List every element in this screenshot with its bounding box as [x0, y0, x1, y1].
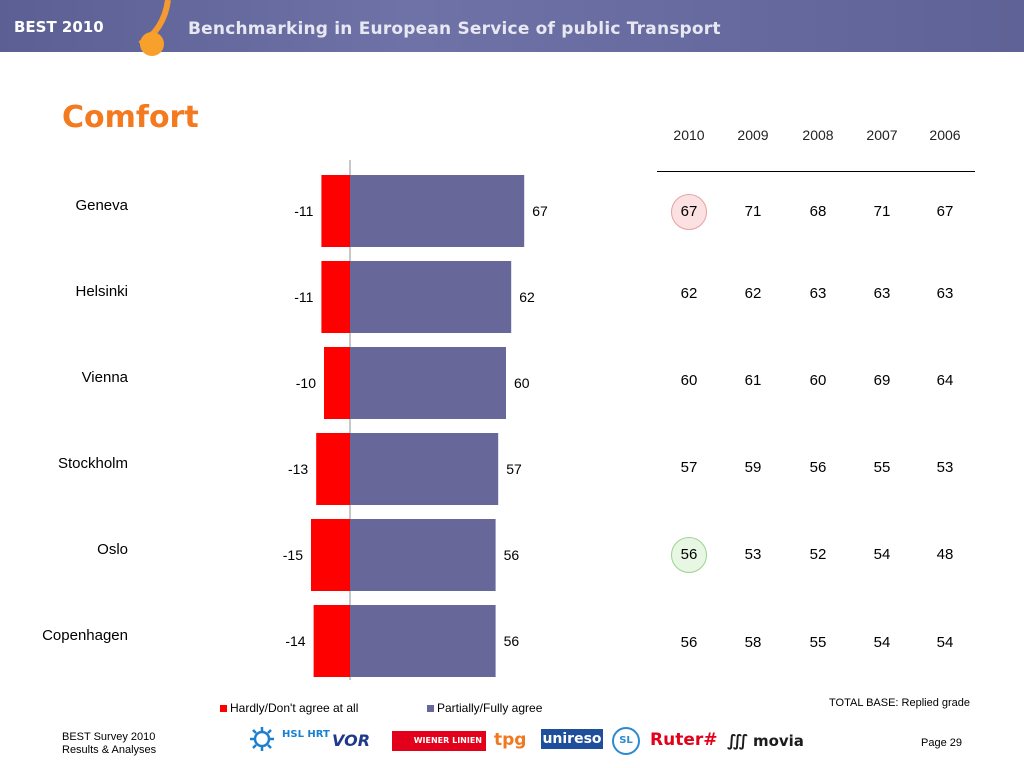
- header-orange-arc: [138, 0, 171, 56]
- highlight-circle-green: [671, 537, 707, 573]
- table-cell: 62: [744, 285, 762, 302]
- logo-movia-label: movia: [752, 732, 804, 750]
- data-label-positive: 62: [519, 289, 535, 305]
- data-label-positive: 56: [504, 547, 520, 563]
- legend-swatch-negative: [220, 705, 227, 713]
- table-cell: 53: [936, 459, 954, 476]
- hsl-logo-icon: [250, 727, 274, 751]
- bar-negative-helsinki: [321, 261, 350, 333]
- legend-label-positive: Partially/Fully agree: [437, 701, 543, 715]
- category-label: Geneva: [75, 197, 128, 214]
- logo-hsl-text: HSL HRT: [282, 729, 330, 740]
- category-label: Helsinki: [75, 283, 128, 300]
- legend-negative: Hardly/Don't agree at all: [220, 701, 358, 715]
- table-cell: 54: [936, 634, 954, 651]
- table-cell: 58: [744, 634, 762, 651]
- logo-hsl-label: HSL HRT: [282, 729, 330, 740]
- table-cell: 52: [809, 546, 827, 563]
- table-cell: 63: [936, 285, 954, 302]
- table-cell: 69: [873, 372, 891, 389]
- category-label: Vienna: [82, 369, 129, 386]
- data-label-negative: -11: [294, 203, 313, 219]
- legend-swatch-positive: [427, 705, 434, 713]
- bar-positive-helsinki: [350, 261, 512, 333]
- bar-negative-copenhagen: [313, 605, 350, 677]
- table-cell: 68: [809, 203, 827, 220]
- data-label-negative: -10: [296, 375, 316, 391]
- table-cell: 55: [809, 634, 827, 651]
- logo-ruter: Ruter#: [650, 730, 718, 750]
- year-header-2007: 2007: [866, 127, 898, 143]
- total-base-note: TOTAL BASE: Replied grade: [829, 697, 971, 709]
- logo-sl: SL: [612, 727, 640, 755]
- table-cell: 56: [680, 546, 698, 563]
- bar-positive-oslo: [350, 519, 496, 591]
- table-cell: 63: [809, 285, 827, 302]
- data-label-negative: -15: [283, 547, 303, 563]
- table-cell: 67: [680, 203, 698, 220]
- category-label: Copenhagen: [42, 627, 128, 644]
- logo-movia: ∭ movia: [727, 731, 804, 750]
- table-cell: 60: [809, 372, 827, 389]
- table-cell: 59: [744, 459, 762, 476]
- page-title: Comfort: [62, 100, 199, 135]
- bar-negative-oslo: [311, 519, 350, 591]
- year-header-2008: 2008: [802, 127, 834, 143]
- data-label-positive: 56: [504, 633, 520, 649]
- bar-negative-stockholm: [316, 433, 350, 505]
- bar-positive-vienna: [350, 347, 506, 419]
- legend-positive: Partially/Fully agree: [427, 701, 542, 715]
- year-header-2010: 2010: [673, 127, 705, 143]
- highlight-circle-red: [671, 194, 707, 230]
- table-cell: 62: [680, 285, 698, 302]
- category-label: Stockholm: [58, 455, 128, 472]
- logo-hsl: [248, 726, 276, 756]
- logo-wiener-linien: WIENER LINIEN: [392, 731, 486, 751]
- table-cell: 56: [680, 634, 698, 651]
- table-cell: 71: [873, 203, 891, 220]
- data-label-positive: 60: [514, 375, 530, 391]
- table-cell: 54: [873, 546, 891, 563]
- year-header-2006: 2006: [929, 127, 961, 143]
- bar-positive-geneva: [350, 175, 525, 247]
- bar-positive-stockholm: [350, 433, 499, 505]
- table-cell: 48: [936, 546, 954, 563]
- logo-tpg: tpg: [494, 730, 527, 750]
- footer-source: BEST Survey 2010 Results & Analyses: [62, 731, 156, 757]
- table-cell: 56: [809, 459, 827, 476]
- header-bar: [0, 0, 1024, 52]
- table-cell: 60: [680, 372, 698, 389]
- movia-swirl-icon: ∭: [727, 731, 748, 750]
- data-label-positive: 67: [532, 203, 548, 219]
- table-cell: 57: [680, 459, 698, 476]
- table-cell: 67: [936, 203, 954, 220]
- category-label: Oslo: [97, 541, 128, 558]
- bar-positive-copenhagen: [350, 605, 496, 677]
- table-cell: 63: [873, 285, 891, 302]
- footer-source-line2: Results & Analyses: [62, 744, 157, 756]
- header-badge: BEST 2010: [14, 18, 104, 36]
- page-number: Page 29: [921, 737, 962, 749]
- legend-label-negative: Hardly/Don't agree at all: [230, 701, 359, 715]
- year-header-2009: 2009: [737, 127, 769, 143]
- data-label-negative: -14: [285, 633, 305, 649]
- table-cell: 53: [744, 546, 762, 563]
- footer-source-line1: BEST Survey 2010: [62, 731, 156, 743]
- bar-negative-vienna: [324, 347, 350, 419]
- data-label-negative: -11: [294, 289, 313, 305]
- table-header-rule: [657, 171, 975, 172]
- table-cell: 54: [873, 634, 891, 651]
- table-cell: 64: [936, 372, 954, 389]
- logo-vor: VOR: [332, 731, 371, 750]
- data-label-negative: -13: [288, 461, 308, 477]
- table-cell: 71: [744, 203, 762, 220]
- bar-negative-geneva: [321, 175, 350, 247]
- table-cell: 55: [873, 459, 891, 476]
- header-title: Benchmarking in European Service of publ…: [188, 19, 721, 39]
- logo-unireso: unireso: [541, 729, 603, 749]
- data-label-positive: 57: [506, 461, 522, 477]
- table-cell: 61: [744, 372, 762, 389]
